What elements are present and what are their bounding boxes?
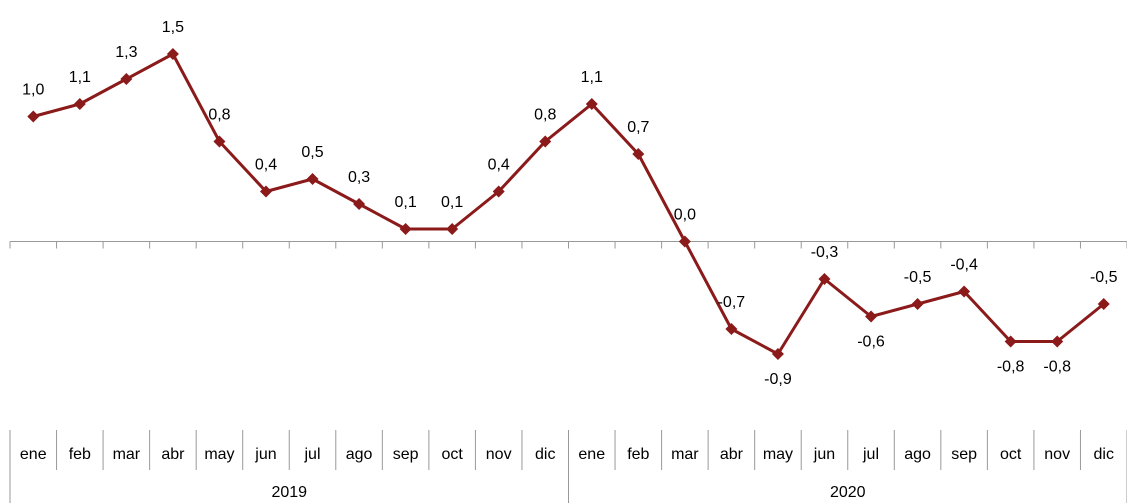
data-point [259,185,272,198]
data-label: 0,0 [674,207,696,224]
data-label: -0,3 [811,244,839,261]
data-label: 1,5 [162,19,184,36]
data-point [539,135,552,148]
data-point [213,135,226,148]
data-point [306,173,319,185]
data-label: -0,6 [857,334,885,351]
x-tick-label: nov [486,446,512,463]
data-point [27,110,40,123]
x-tick-label: jul [304,446,321,463]
data-point [1097,298,1110,310]
x-tick-label: ago [904,446,931,463]
x-tick-label: sep [951,446,977,463]
data-label: -0,4 [950,257,978,274]
x-tick-label: sep [393,446,419,463]
x-tick-label: oct [1000,446,1022,463]
data-label: 0,4 [255,157,277,174]
data-label: 1,0 [22,82,44,99]
data-label: 1,3 [115,44,137,61]
data-point [399,223,412,235]
data-point [911,298,924,310]
x-tick-label: ene [578,446,605,463]
x-tick-label: mar [113,446,141,463]
group-label: 2020 [830,484,866,501]
x-tick-label: oct [441,446,463,463]
data-label: 0,1 [441,194,463,211]
data-point [353,198,366,210]
data-label: 0,8 [534,107,556,124]
x-tick-label: may [204,446,234,463]
data-label: -0,8 [997,359,1025,376]
data-label: 0,4 [488,157,510,174]
x-tick-label: jun [254,446,276,463]
data-label: -0,8 [1043,359,1071,376]
x-tick-label: dic [535,446,555,463]
data-label: -0,9 [764,371,792,388]
data-label: 0,1 [394,194,416,211]
data-label: 1,1 [581,69,603,86]
data-point [725,323,738,335]
x-tick-label: abr [720,446,744,463]
x-tick-label: jun [813,446,835,463]
data-point [818,273,831,285]
x-tick-label: nov [1044,446,1070,463]
data-label: -0,5 [904,269,932,286]
x-tick-label: jul [862,446,879,463]
data-label: 0,3 [348,169,370,186]
data-point [865,310,878,323]
data-label: -0,7 [718,294,746,311]
series-line [32,52,1105,356]
data-label: 0,5 [301,144,323,161]
data-point [492,185,505,198]
data-label: -0,5 [1090,269,1118,286]
x-tick-label: may [763,446,793,463]
data-point [1051,335,1064,348]
x-tick-label: dic [1094,446,1114,463]
x-tick-label: mar [671,446,699,463]
data-point [1004,335,1017,348]
data-label: 0,8 [208,107,230,124]
data-point [585,98,598,110]
data-point [446,223,459,235]
data-point [958,285,971,298]
data-label: 1,1 [69,69,91,86]
x-tick-label: feb [627,446,649,463]
x-tick-label: ago [346,446,373,463]
data-point [120,73,133,85]
x-tick-label: feb [69,446,91,463]
data-point [771,348,784,360]
data-point [166,48,179,60]
data-point [632,148,645,160]
data-point [73,98,86,110]
x-tick-label: ene [20,446,47,463]
group-label: 2019 [271,484,307,501]
x-tick-label: abr [161,446,185,463]
data-point [678,235,691,248]
data-label: 0,7 [627,119,649,136]
